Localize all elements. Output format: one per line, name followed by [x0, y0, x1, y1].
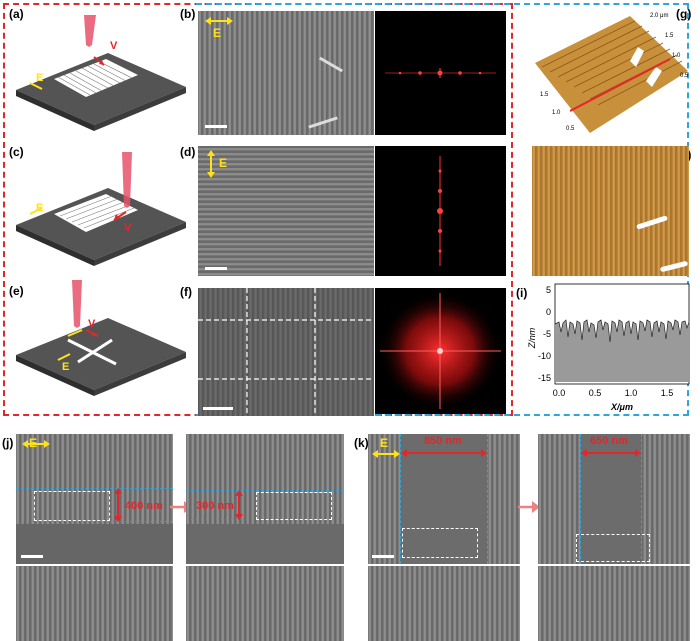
panel-label-e: (e) [9, 284, 24, 298]
sem-image-j2-zoom [186, 566, 344, 641]
white-box-k1 [402, 528, 478, 558]
measure-label-j2: 300 nm [196, 500, 234, 512]
profile-line [554, 319, 690, 343]
profile-fill [555, 320, 689, 382]
field-label-a: E [36, 72, 44, 84]
blue-lines-k1 [400, 434, 488, 564]
panel-label-b: (b) [180, 7, 196, 21]
xtick-10: 1.0 [625, 388, 638, 398]
fft-spots-f [378, 291, 502, 411]
field-label-c: E [36, 202, 44, 214]
afm-tick-05a: 0.5 [680, 73, 689, 79]
sem-image-b [198, 11, 374, 135]
height-profile-i: 5 0 -5 -10 -15 Z/nm 0.0 0.5 1.0 1.5 X/μm [527, 283, 690, 412]
xtick-05: 0.5 [589, 388, 602, 398]
schematic-c [16, 152, 186, 266]
panel-label-i: (i) [516, 286, 528, 300]
afm-tick-15a: 1.5 [665, 33, 674, 39]
transition-arrow-k [518, 501, 540, 513]
scale-bar-d [205, 267, 227, 270]
white-box-j1 [34, 491, 110, 521]
velocity-label-c: V [124, 222, 132, 234]
panel-label-d: (d) [180, 145, 196, 159]
measure-label-k1: 850 nm [424, 435, 462, 447]
afm-image-h [532, 146, 689, 276]
fft-spots-d [437, 156, 443, 266]
ytick-m5: -5 [543, 329, 551, 339]
sem-image-k1-zoom [368, 566, 520, 641]
afm-tick-10a: 1.0 [672, 53, 681, 59]
blue-lines-k2 [580, 434, 642, 564]
scale-bar-b [205, 125, 227, 128]
cross-lines-f [198, 288, 374, 416]
afm-tick-15b: 1.5 [540, 92, 549, 98]
scale-bar-k [372, 555, 394, 558]
ytick-m15: -15 [538, 373, 551, 383]
panel-label-g: (g) [676, 7, 692, 21]
xtick-0: 0.0 [553, 388, 566, 398]
ytick-m10: -10 [538, 351, 551, 361]
panel-label-k: (k) [354, 436, 369, 450]
sem-image-j1-zoom [16, 566, 173, 641]
panel-label-a: (a) [9, 7, 24, 21]
e-arrow-j [22, 440, 50, 448]
schematic-e [16, 280, 186, 396]
white-box-k2 [576, 534, 650, 562]
x-axis-label: X/μm [610, 402, 633, 412]
velocity-label-e: V [88, 318, 96, 330]
e-label-j: E [29, 436, 38, 450]
y-axis-label: Z/nm [527, 327, 537, 349]
ytick-0: 0 [546, 307, 551, 317]
e-label-k: E [380, 436, 389, 450]
ytick-5: 5 [546, 285, 551, 295]
dark-band-k2 [580, 434, 642, 564]
e-arrow-b [205, 17, 233, 25]
sem-image-k2-zoom [538, 566, 690, 641]
afm-tick-2um: 2.0 μm [650, 13, 669, 19]
panel-label-j: (j) [2, 436, 14, 450]
measure-arrow-k2 [581, 449, 641, 457]
measure-label-k2: 650 nm [590, 435, 628, 447]
measure-label-j1: 400 nm [125, 500, 163, 512]
dark-band-j1 [16, 524, 173, 564]
measure-arrow-j1 [114, 488, 122, 522]
schematic-a [16, 15, 186, 131]
afm-tick-05b: 0.5 [566, 126, 575, 132]
scale-bar-f [203, 407, 233, 410]
panel-label-f: (f) [180, 285, 192, 299]
field-label-e: E [62, 361, 70, 373]
dark-band-k1 [400, 434, 488, 564]
e-label-d: E [219, 156, 228, 170]
e-arrow-d [207, 150, 215, 178]
panel-label-c: (c) [9, 145, 24, 159]
dark-band-j2 [186, 524, 344, 564]
measure-arrow-j2 [235, 490, 243, 520]
measure-arrow-k1 [401, 449, 487, 457]
afm-3d-g [535, 16, 688, 133]
scale-bar-j [21, 555, 43, 558]
e-label-b: E [213, 26, 222, 40]
afm-tick-10b: 1.0 [552, 110, 561, 116]
velocity-label-a: V [110, 40, 118, 52]
sem-image-f [198, 288, 374, 416]
blue-band-j1 [16, 488, 173, 522]
xtick-15: 1.5 [661, 388, 674, 398]
fft-spots-b [385, 68, 496, 78]
white-box-j2 [256, 492, 332, 520]
e-arrow-k [372, 450, 400, 458]
sem-image-d [198, 146, 374, 276]
